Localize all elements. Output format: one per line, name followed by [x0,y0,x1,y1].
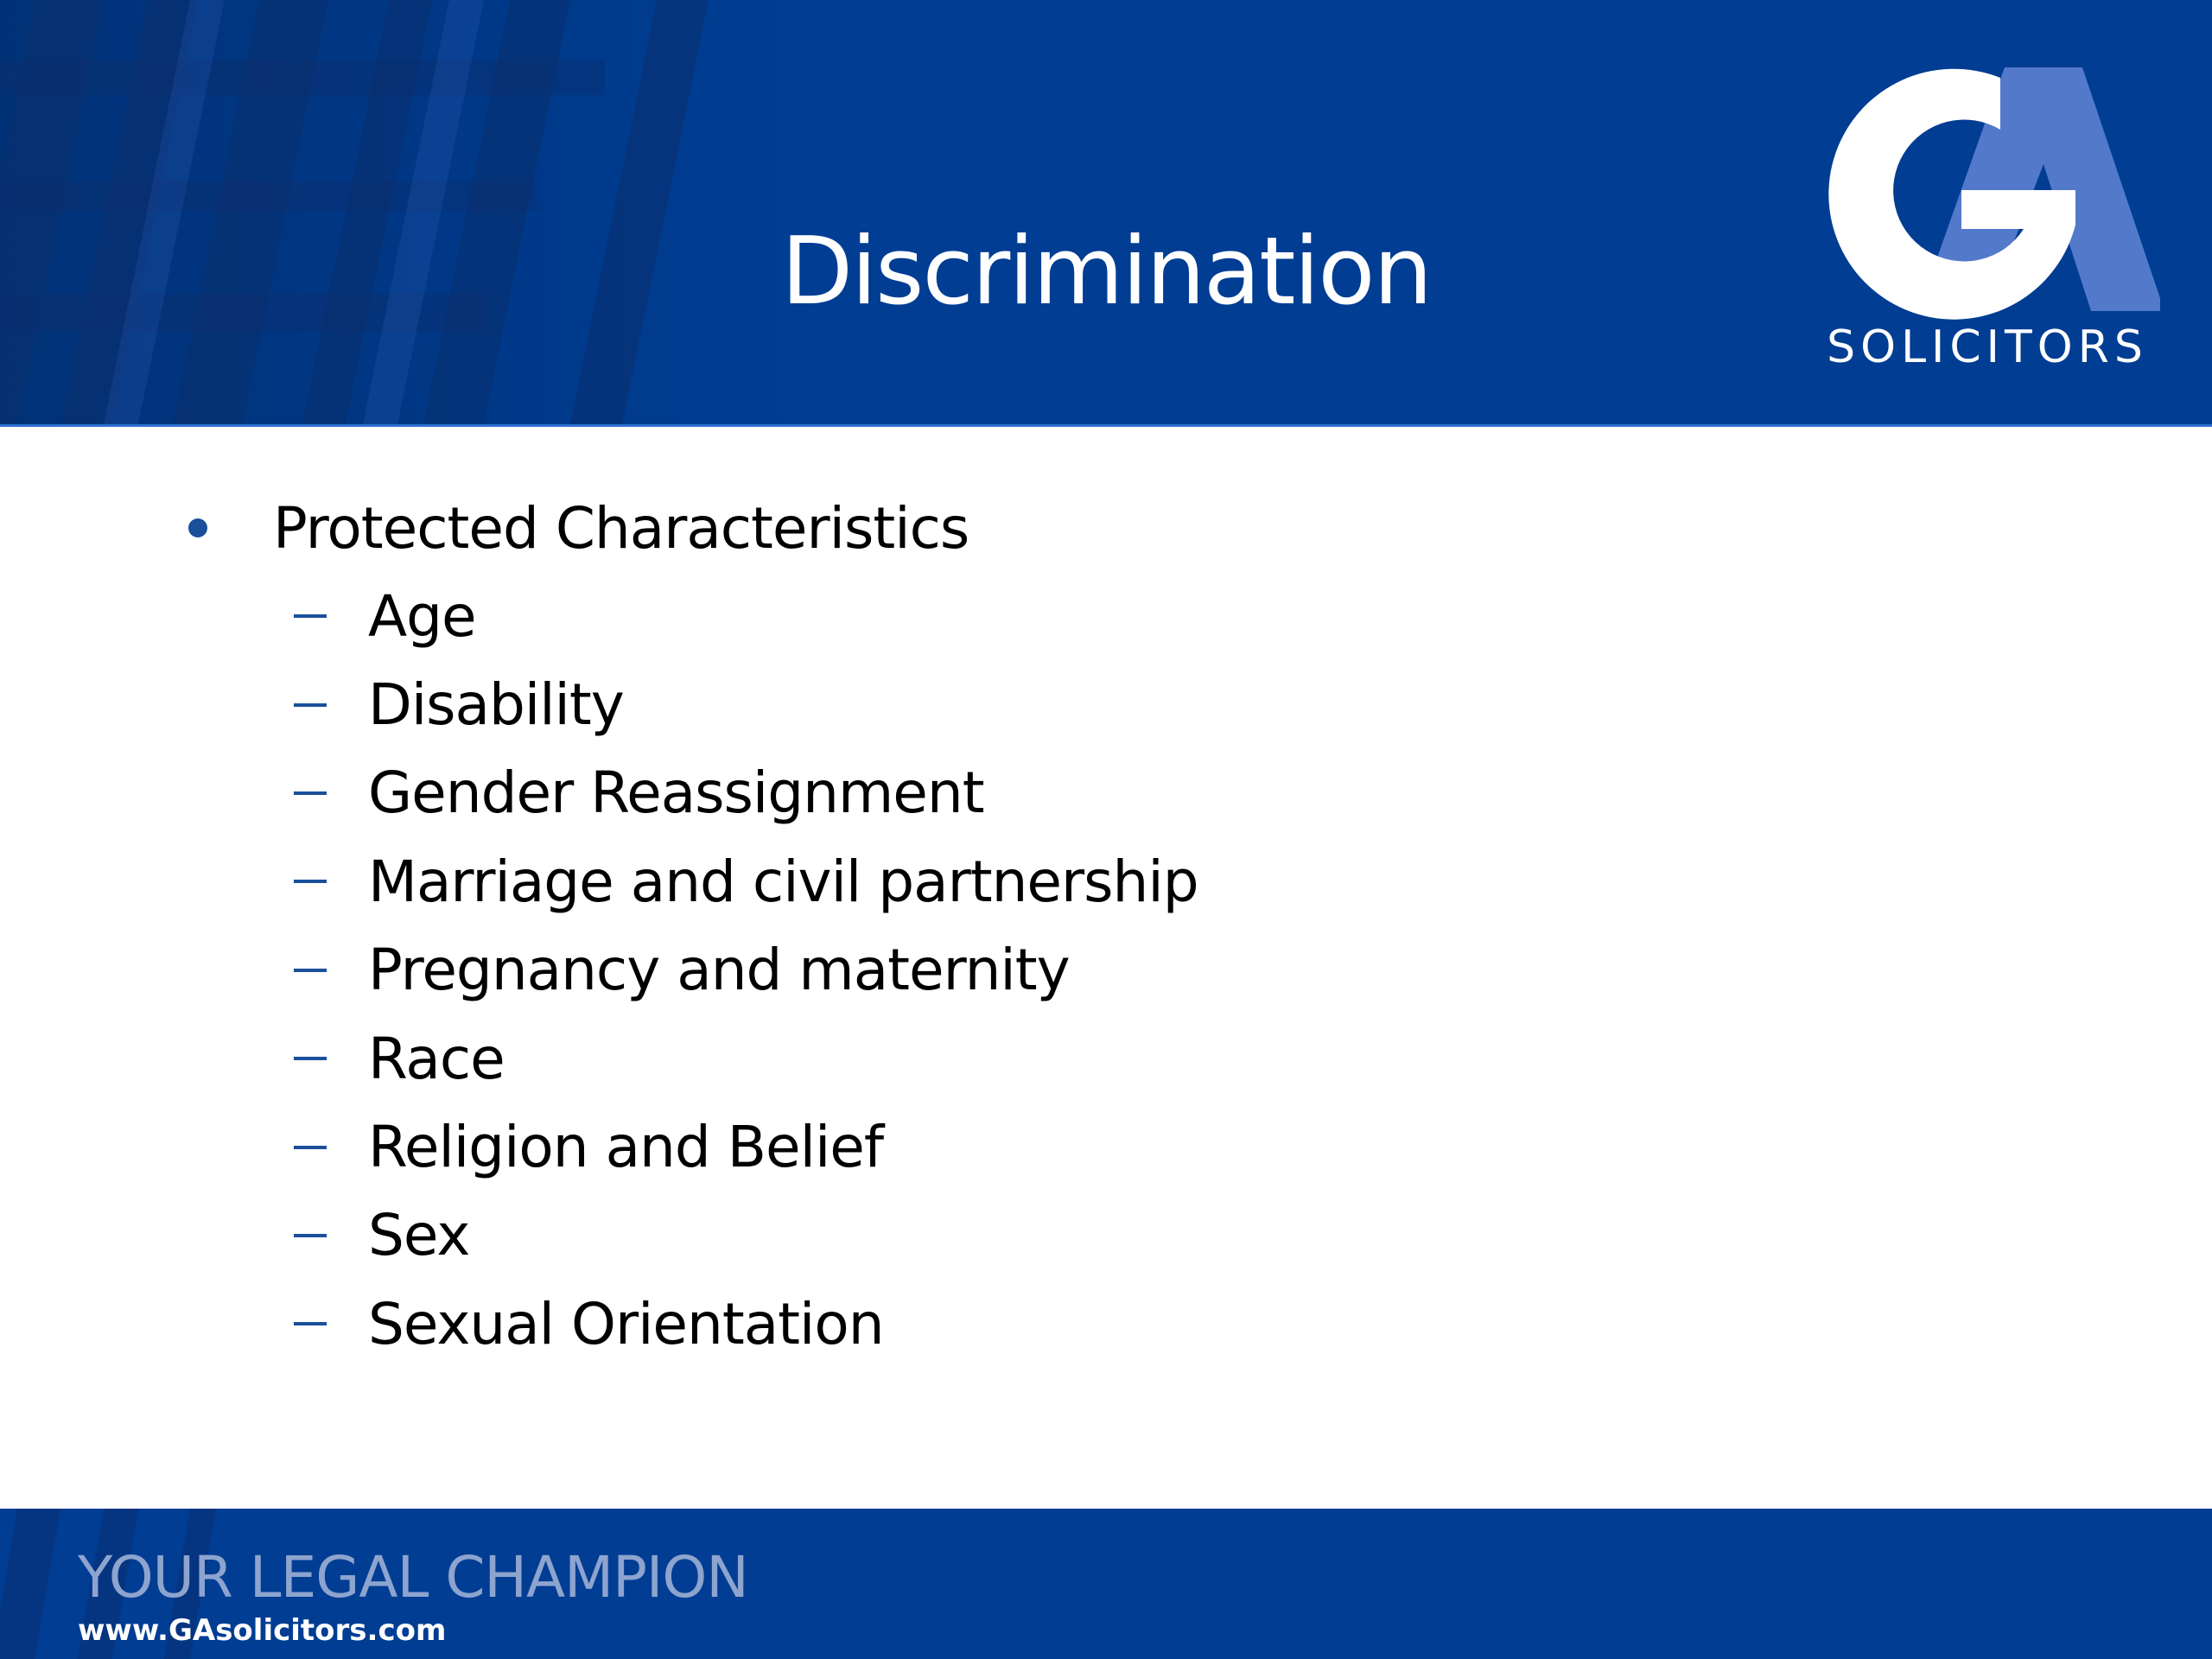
sub-bullet-item: Sexual Orientation [294,1280,1198,1368]
ga-solicitors-logo: SOLICITORS [1823,60,2160,380]
dash-icon [294,1145,327,1149]
sub-bullet-text: Sex [368,1202,470,1269]
sub-bullet-text: Disability [368,671,625,739]
sub-bullet-item: Age [294,572,1198,660]
sub-bullet-list: Age Disability Gender Reassignment Marri… [294,572,1199,1369]
dash-icon [294,791,327,795]
header-divider [0,424,2212,427]
sub-bullet-text: Age [368,582,477,650]
slide-body: Protected Characteristics Age Disability… [0,484,2212,1478]
footer-band: YOUR LEGAL CHAMPION www.GAsolicitors.com [0,1509,2212,1659]
footer-website-link[interactable]: www.GAsolicitors.com [78,1613,447,1648]
sub-bullet-item: Disability [294,660,1198,748]
sub-bullet-text: Gender Reassignment [368,760,985,827]
footer-tagline: YOUR LEGAL CHAMPION [78,1544,749,1611]
sub-bullet-item: Pregnancy and maternity [294,926,1198,1014]
header-stripe-decoration [0,0,795,424]
dash-icon [294,1233,327,1237]
bullet-icon [188,518,207,537]
sub-bullet-text: Marriage and civil partnership [368,848,1199,915]
dash-icon [294,702,327,707]
sub-bullet-item: Sex [294,1192,1198,1280]
footer-stripe-decoration [0,1509,216,1659]
dash-icon [294,880,327,884]
sub-bullet-text: Sexual Orientation [368,1290,885,1357]
logo-wordmark: SOLICITORS [1827,321,2148,373]
slide-title: Discrimination [781,218,1433,326]
header-band: Discrimination SOLICITORS [0,0,2212,424]
sub-bullet-item: Gender Reassignment [294,749,1198,837]
ga-logo-mark-icon [1828,67,2160,320]
dash-icon [294,1322,327,1326]
main-bullet: Protected Characteristics [181,484,969,572]
sub-bullet-text: Pregnancy and maternity [368,937,1071,1004]
sub-bullet-item: Marriage and civil partnership [294,837,1199,925]
sub-bullet-text: Religion and Belief [368,1114,884,1181]
sub-bullet-text: Race [368,1025,505,1092]
dash-icon [294,1057,327,1061]
dash-icon [294,614,327,619]
main-bullet-text: Protected Characteristics [273,494,969,562]
sub-bullet-item: Religion and Belief [294,1103,1198,1191]
sub-bullet-item: Race [294,1014,1198,1103]
dash-icon [294,968,327,972]
